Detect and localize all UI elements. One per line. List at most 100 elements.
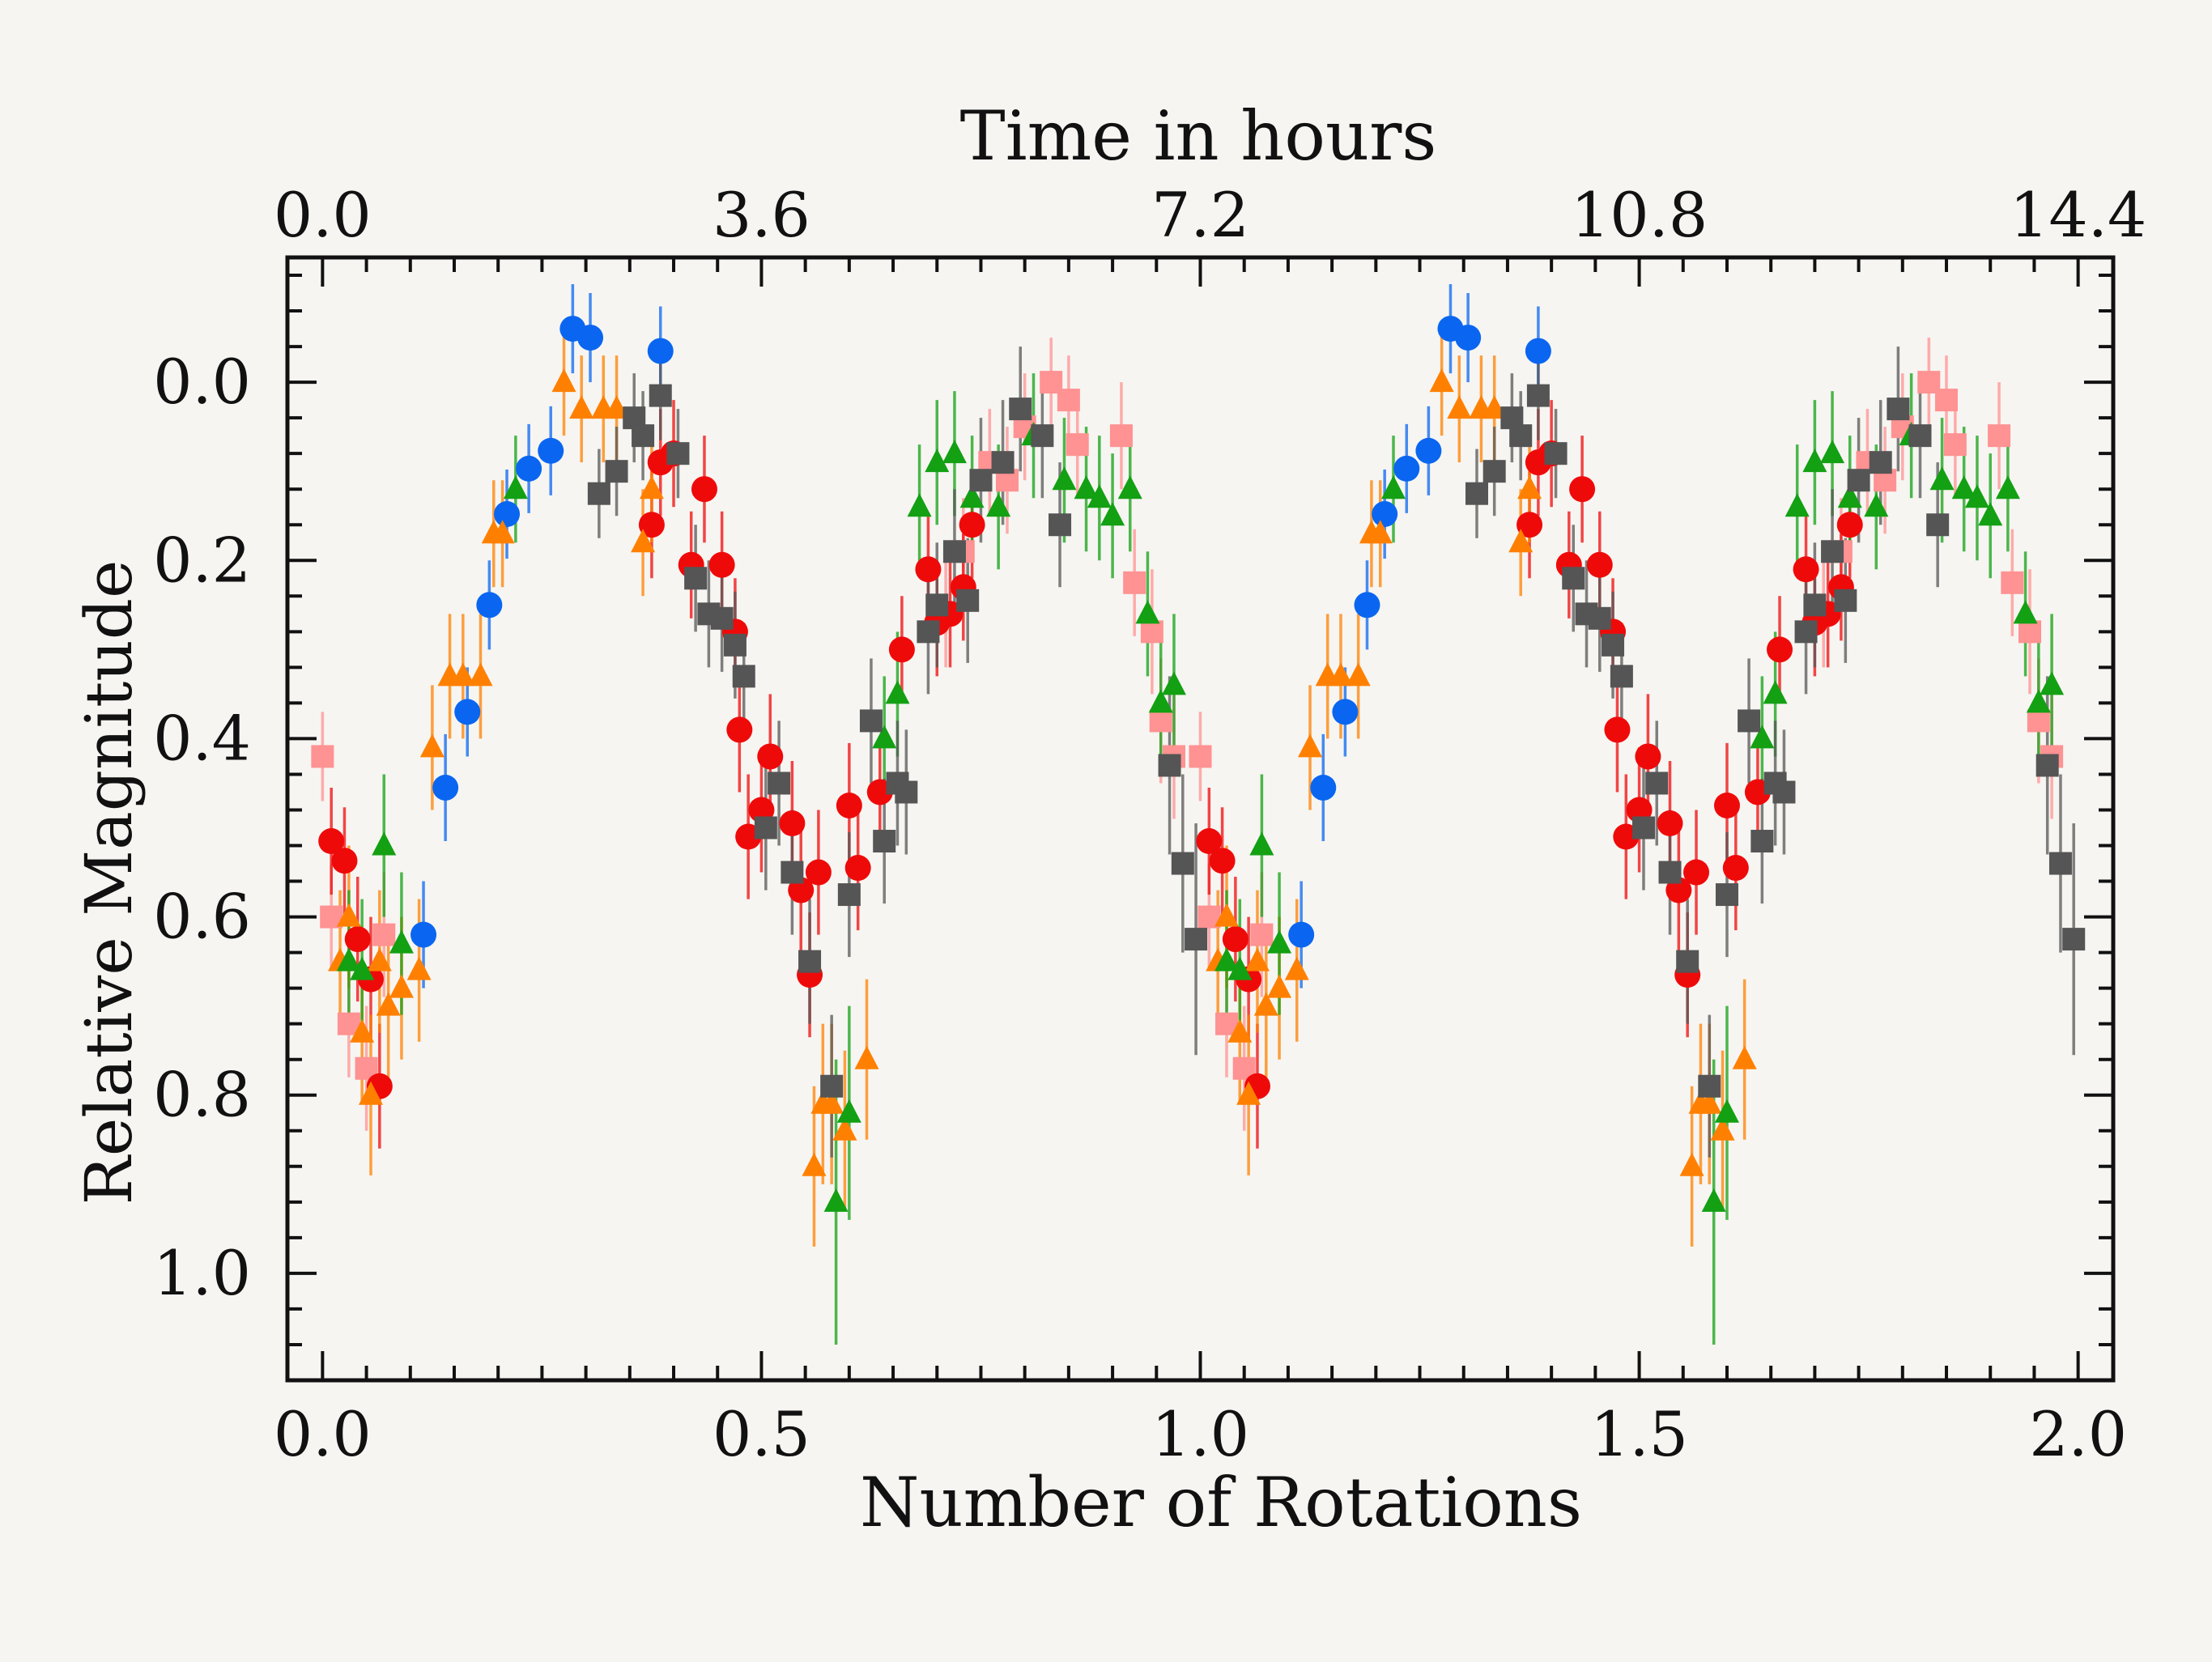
- data-point: [1074, 475, 1099, 499]
- data-point: [754, 816, 777, 840]
- data-point: [2013, 600, 2038, 624]
- data-point: [1140, 620, 1163, 644]
- data-point: [1837, 484, 1862, 508]
- data-point: [1665, 877, 1692, 903]
- data-point: [1701, 1188, 1726, 1212]
- data-point: [802, 1152, 827, 1176]
- data-point: [1482, 395, 1507, 419]
- data-point: [1988, 424, 2011, 448]
- data-point: [666, 442, 690, 465]
- data-point: [854, 1045, 879, 1069]
- data-point: [344, 926, 371, 953]
- data-point: [406, 956, 432, 980]
- data-point: [1109, 424, 1133, 448]
- data-point: [1869, 451, 1892, 474]
- data-point: [1052, 466, 1077, 491]
- data-point: [1455, 325, 1482, 351]
- x-tick-label: 2.0: [2029, 1398, 2127, 1470]
- data-point: [1123, 571, 1146, 594]
- data-point: [1586, 551, 1613, 578]
- data-point: [832, 1116, 857, 1141]
- data-point: [454, 699, 481, 725]
- data-point: [1676, 950, 1699, 973]
- data-point: [1185, 928, 1208, 951]
- data-point: [1732, 1045, 1757, 1069]
- data-point: [350, 956, 375, 980]
- data-point: [1372, 501, 1398, 528]
- top-tick-label: 7.2: [1151, 179, 1249, 251]
- data-point: [1509, 424, 1533, 448]
- data-point: [1332, 699, 1359, 725]
- data-point: [476, 592, 503, 618]
- data-point: [1031, 424, 1054, 448]
- data-point: [1784, 493, 1810, 517]
- data-point: [956, 589, 980, 612]
- data-point: [1117, 475, 1142, 499]
- data-point: [1482, 460, 1506, 483]
- data-point: [1354, 592, 1380, 618]
- data-point: [1222, 926, 1249, 953]
- data-point: [587, 482, 610, 505]
- top-tick-label: 3.6: [713, 179, 810, 251]
- data-point: [389, 974, 414, 998]
- data-point: [1794, 620, 1818, 644]
- data-point: [991, 451, 1015, 474]
- data-point: [873, 830, 896, 853]
- data-point: [1793, 556, 1819, 583]
- data-point: [318, 828, 345, 855]
- data-point: [577, 325, 604, 351]
- data-point: [1715, 883, 1738, 907]
- data-point: [516, 455, 542, 482]
- data-point: [1253, 992, 1278, 1016]
- data-point: [1429, 368, 1454, 393]
- data-point: [1767, 636, 1793, 663]
- data-point: [1288, 921, 1315, 948]
- data-point: [723, 633, 747, 657]
- data-point: [2026, 689, 2051, 713]
- data-point: [1698, 1074, 1721, 1098]
- data-point: [1943, 433, 1967, 457]
- data-point: [1310, 774, 1337, 801]
- data-point: [859, 709, 883, 733]
- x-tick-label: 0.0: [274, 1398, 372, 1470]
- data-point: [844, 855, 871, 882]
- data-point: [1995, 475, 2020, 499]
- data-point: [605, 460, 628, 483]
- data-point: [551, 368, 576, 393]
- data-point: [768, 771, 791, 795]
- data-point: [1821, 540, 1844, 563]
- data-point: [1679, 1152, 1704, 1176]
- x-axis-label: Number of Rotations: [860, 1463, 1582, 1542]
- data-point: [2062, 928, 2086, 951]
- data-point: [494, 501, 521, 528]
- y-tick-label: 0.0: [153, 346, 251, 418]
- data-point: [1929, 466, 1955, 491]
- data-point: [1935, 389, 1959, 412]
- data-point: [1635, 743, 1661, 770]
- data-markers: [311, 316, 2086, 1212]
- data-point: [1722, 855, 1749, 882]
- data-point: [336, 947, 361, 971]
- data-point: [1836, 512, 1863, 538]
- data-point: [925, 448, 950, 473]
- data-point: [1864, 493, 1889, 517]
- data-point: [710, 606, 734, 630]
- data-point: [647, 338, 674, 364]
- data-point: [1803, 593, 1827, 617]
- data-point: [1171, 852, 1194, 875]
- data-point: [410, 921, 437, 948]
- data-point: [1298, 733, 1323, 758]
- data-point: [1713, 792, 1740, 818]
- data-point: [1465, 482, 1489, 505]
- data-point: [1049, 513, 1072, 537]
- data-point: [1250, 923, 1274, 946]
- data-point: [2035, 754, 2059, 777]
- data-point: [1516, 512, 1543, 538]
- data-point: [372, 831, 397, 856]
- data-point: [1645, 771, 1669, 795]
- data-point: [604, 395, 629, 419]
- data-point: [649, 384, 672, 407]
- data-point: [1562, 567, 1585, 590]
- data-point: [781, 861, 804, 884]
